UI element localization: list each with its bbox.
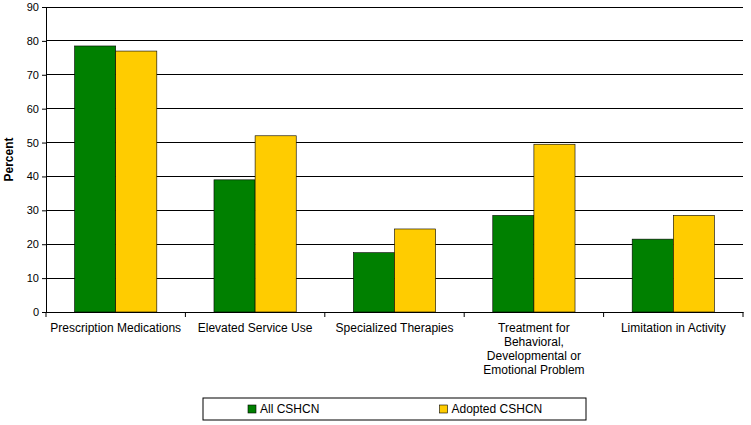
- separator: [743, 312, 744, 317]
- tick: 50: [27, 137, 46, 149]
- tick: 10: [27, 272, 46, 284]
- tick-mark: [42, 210, 46, 211]
- category-label: Specialized Therapies: [336, 321, 454, 335]
- bar: [75, 46, 116, 312]
- grid-line: [46, 7, 743, 8]
- legend-box: [203, 398, 586, 420]
- chart: 0 10 20 30 40 50 60 70 80 90 Prescription Medicati…: [0, 0, 751, 425]
- tick-mark: [42, 244, 46, 245]
- bar: [255, 136, 296, 312]
- tick-label: 10: [27, 272, 39, 284]
- series: [116, 51, 715, 312]
- bar: [214, 180, 255, 312]
- bar: [534, 144, 575, 312]
- tick-mark: [42, 109, 46, 110]
- series: [75, 46, 674, 312]
- separator: [46, 312, 47, 317]
- tick-label: 30: [27, 204, 39, 216]
- legend-label: All CSHCN: [260, 402, 319, 416]
- plot: 0 10 20 30 40 50 60 70 80 90 Prescription Medicati…: [27, 1, 744, 377]
- bar: [116, 51, 157, 312]
- axis-line: [47, 312, 744, 313]
- tick-label: 20: [27, 238, 39, 250]
- tick: 30: [27, 204, 46, 216]
- tick-label: 50: [27, 137, 39, 149]
- legend-swatch: [248, 405, 256, 413]
- legend: All CSHCN Adopted CSHCN: [203, 398, 586, 420]
- legend-entry: Adopted CSHCN: [440, 402, 543, 416]
- tick-label: 60: [27, 103, 39, 115]
- tick: 0: [33, 306, 46, 318]
- tick-mark: [42, 41, 46, 42]
- tick-label: 90: [27, 1, 39, 13]
- tick: 60: [27, 103, 46, 115]
- tick-mark: [42, 312, 46, 313]
- tick-mark: [42, 176, 46, 177]
- tick: 80: [27, 35, 46, 47]
- category-label: Prescription Medications: [50, 321, 181, 335]
- bars: [75, 46, 715, 312]
- tick-mark: [42, 7, 46, 8]
- bar: [353, 253, 394, 312]
- category-label: Limitation in Activity: [621, 321, 726, 335]
- category-labels: Prescription Medications Elevated Service…: [50, 321, 725, 377]
- tick-label: 80: [27, 35, 39, 47]
- bar: [632, 239, 673, 312]
- separators: [46, 312, 743, 317]
- category-label: Elevated Service Use: [198, 321, 313, 335]
- grid-line: [46, 40, 743, 41]
- legend-entry: All CSHCN: [248, 402, 319, 416]
- tick: 90: [27, 1, 46, 13]
- grid: [46, 7, 743, 312]
- bar: [395, 229, 436, 312]
- tick-mark: [42, 278, 46, 279]
- tick-label: 70: [27, 69, 39, 81]
- separator: [603, 312, 604, 317]
- axis-line: [42, 8, 47, 313]
- legend-label: Adopted CSHCN: [452, 402, 543, 416]
- tick: 20: [27, 238, 46, 250]
- separator: [185, 312, 186, 317]
- tick: 40: [27, 170, 46, 182]
- y-axis-title: Percent: [2, 137, 16, 181]
- tick-mark: [42, 75, 46, 76]
- bar: [493, 215, 534, 312]
- legend-swatch: [440, 405, 448, 413]
- tick-label: 0: [33, 306, 39, 318]
- bar: [673, 215, 714, 312]
- category-label: Treatment forBehavioral,Developmental or…: [483, 321, 584, 377]
- tick-label: 40: [27, 170, 39, 182]
- y-axis: 0 10 20 30 40 50 60 70 80 90: [27, 1, 47, 318]
- separator: [324, 312, 325, 317]
- separator: [464, 312, 465, 317]
- x-axis: [46, 312, 744, 317]
- tick: 70: [27, 69, 46, 81]
- tick-mark: [42, 143, 46, 144]
